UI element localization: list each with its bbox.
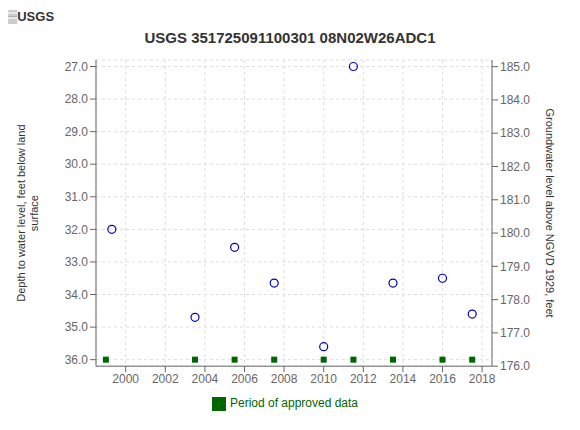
svg-text:Groundwater level above NGVD 1: Groundwater level above NGVD 1929, feet (544, 109, 556, 318)
svg-text:29.0: 29.0 (65, 125, 89, 139)
svg-text:180.0: 180.0 (500, 226, 530, 240)
svg-text:2002: 2002 (152, 372, 179, 386)
svg-text:2000: 2000 (112, 372, 139, 386)
svg-text:184.0: 184.0 (500, 93, 530, 107)
svg-text:181.0: 181.0 (500, 193, 530, 207)
svg-text:36.0: 36.0 (65, 353, 89, 367)
svg-text:176.0: 176.0 (500, 359, 530, 373)
html-text:USGS 351725091100301 08N02W26A: USGS 351725091100301 08N02W26ADC1 (144, 29, 436, 46)
svg-text:2004: 2004 (192, 372, 219, 386)
svg-text:2006: 2006 (231, 372, 258, 386)
svg-text:30.0: 30.0 (65, 157, 89, 171)
svg-text:2016: 2016 (429, 372, 456, 386)
svg-text:179.0: 179.0 (500, 260, 530, 274)
svg-text:2014: 2014 (390, 372, 417, 386)
html-text:Period of approved data: Period of approved data (230, 396, 358, 411)
svg-text:27.0: 27.0 (65, 60, 89, 74)
svg-text:33.0: 33.0 (65, 255, 89, 269)
svg-text:183.0: 183.0 (500, 126, 530, 140)
svg-text:34.0: 34.0 (65, 288, 89, 302)
svg-text:28.0: 28.0 (65, 92, 89, 106)
svg-text:Depth to water level, feet bel: Depth to water level, feet below landsur… (16, 124, 41, 301)
svg-text:2008: 2008 (271, 372, 298, 386)
html-text:▒USGS: ▒USGS (8, 9, 55, 24)
svg-text:2012: 2012 (350, 372, 377, 386)
svg-text:177.0: 177.0 (500, 326, 530, 340)
svg-text:182.0: 182.0 (500, 160, 530, 174)
svg-text:2010: 2010 (310, 372, 337, 386)
svg-text:35.0: 35.0 (65, 320, 89, 334)
svg-text:178.0: 178.0 (500, 293, 530, 307)
svg-text:32.0: 32.0 (65, 223, 89, 237)
svg-text:2018: 2018 (469, 372, 496, 386)
svg-text:31.0: 31.0 (65, 190, 89, 204)
svg-text:185.0: 185.0 (500, 60, 530, 74)
